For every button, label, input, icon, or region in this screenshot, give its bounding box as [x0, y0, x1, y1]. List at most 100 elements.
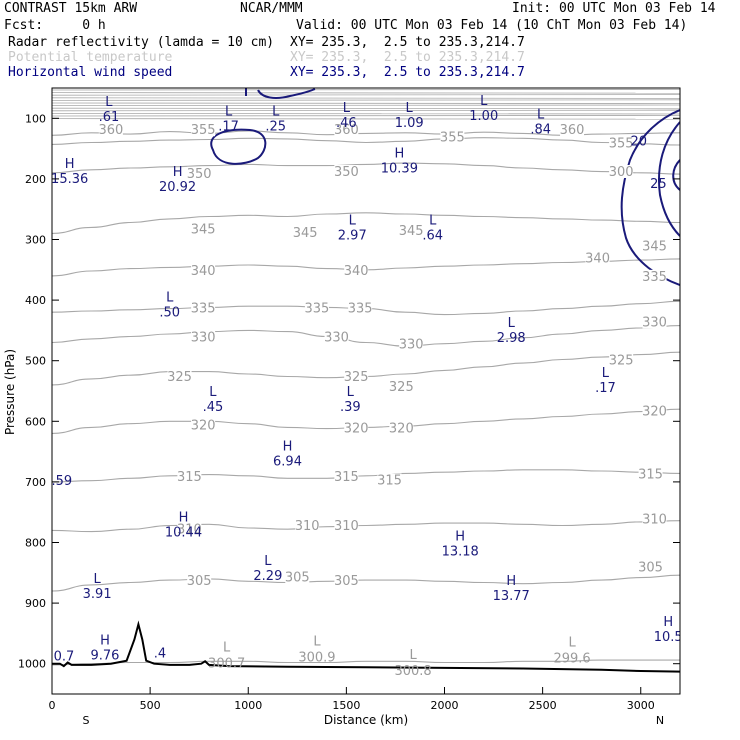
y-tick-label: 600: [25, 415, 46, 428]
theta-label-bg: [334, 574, 359, 588]
x-tick-label: 500: [140, 699, 161, 712]
y-tick-label: 500: [25, 355, 46, 368]
theta-label-bg: [295, 518, 320, 532]
theta-label-bg: [560, 123, 585, 137]
theta-contour-label: 345: [399, 224, 424, 239]
theta-upper-isentrope: [52, 94, 680, 96]
theta-label-bg: [642, 315, 667, 329]
wind-extremum-marker: H: [663, 615, 673, 630]
wind-extremum-value: .17: [218, 119, 239, 134]
wind-extremum-value: 1.00: [469, 109, 498, 124]
theta-label-bg: [389, 421, 414, 435]
theta-label-bg: [344, 263, 369, 277]
x-tick-label: 1500: [332, 699, 360, 712]
theta-contour-315: [52, 469, 680, 483]
edge-value-label: .59: [51, 474, 72, 489]
theta-label-bg: [585, 251, 610, 265]
wind-contour-closed: [210, 128, 267, 165]
theta-extremum-marker: L: [409, 648, 417, 663]
forecast-hour: Fcst: 0 h: [4, 18, 106, 33]
wind-contour-20: [620, 109, 680, 286]
wind-extremum-value: 6.94: [273, 454, 302, 469]
x-axis-title: Distance (km): [324, 713, 408, 727]
theta-label-bg: [191, 330, 216, 344]
theta-contour-label: 320: [642, 404, 667, 419]
theta-contour-label: 320: [191, 418, 216, 433]
wind-extremum-marker: L: [209, 385, 217, 400]
wind-extremum-value: 20.92: [159, 180, 196, 195]
wind-extremum-marker: L: [406, 101, 414, 116]
plot-frame: [51, 87, 681, 695]
valid-time: Valid: 00 UTC Mon 03 Feb 14 (10 ChT Mon …: [296, 18, 688, 33]
field-wind-xy: XY= 235.3, 2.5 to 235.3,214.7: [290, 65, 525, 80]
theta-contour-350: [52, 162, 680, 175]
theta-label-bg: [324, 330, 349, 344]
theta-upper-isentrope: [52, 109, 680, 112]
axes: 100 200 300 400 500 600 700 800 900 1000 0 500 1000 1…: [18, 112, 680, 727]
theta-contour-label: 350: [334, 165, 359, 180]
theta-upper-isentrope: [52, 113, 680, 115]
theta-contour-label: 340: [191, 264, 216, 279]
wind-extremum-value: .61: [99, 110, 120, 125]
theta-contour-label: 310: [642, 512, 667, 527]
theta-extremum-value: 299.6: [553, 652, 590, 667]
theta-label-bg: [609, 136, 634, 150]
edge-value-label: 50.7: [45, 650, 74, 665]
theta-label-bg: [334, 165, 359, 179]
wind-extremum-marker: L: [349, 213, 357, 228]
theta-contour-label: 350: [187, 167, 212, 182]
x-tick-label: 2500: [529, 699, 557, 712]
y-tick-label: 800: [25, 537, 46, 550]
init-time: Init: 00 UTC Mon 03 Feb 14: [512, 1, 716, 16]
theta-label-bg: [293, 226, 318, 240]
x-endpoint-south: S: [83, 714, 90, 727]
wind-extremum-value: .45: [203, 400, 224, 415]
wind-extremum-value: 10.44: [165, 525, 202, 540]
theta-extremum-marker: L: [568, 636, 576, 651]
field-wind-name: Horizontal wind speed: [8, 65, 173, 80]
theta-contour-label: 340: [344, 264, 369, 279]
wind-extremum-value: 2.29: [253, 569, 282, 584]
field-theta-xy: XY= 235.3, 2.5 to 235.3,214.7: [290, 50, 525, 65]
wind-extremum-marker: L: [225, 104, 233, 119]
theta-extremum-marker: L: [223, 641, 231, 656]
theta-label-bg: [304, 301, 329, 315]
theta-contour-label: 325: [167, 370, 192, 385]
theta-label-bg: [334, 123, 359, 137]
x-tick-label: 2000: [431, 699, 459, 712]
y-tick-label: 900: [25, 597, 46, 610]
y-axis-title: Pressure (hPa): [3, 349, 17, 435]
wind-extremum-marker: H: [100, 633, 110, 648]
theta-label-bg: [191, 222, 216, 236]
wind-contours: [210, 88, 680, 286]
theta-label-bg: [187, 574, 212, 588]
terrain: [52, 620, 680, 673]
theta-extremum-value: 300.7: [208, 657, 245, 672]
wind-extremum-marker: H: [394, 147, 404, 162]
theta-contour-label: 330: [324, 330, 349, 345]
wind-extremum-marker: L: [166, 290, 174, 305]
theta-contour-label: 360: [334, 123, 359, 138]
y-tick-label: 700: [25, 476, 46, 489]
theta-label-bg: [177, 522, 202, 536]
wind-extremum-marker: L: [480, 94, 488, 109]
wind-extremum-value: .46: [336, 116, 357, 131]
x-tick-label: 3000: [627, 699, 655, 712]
wind-contour-label: 25: [650, 177, 667, 192]
theta-contour-label: 360: [560, 123, 585, 138]
y-tick-label: 1000: [18, 658, 46, 671]
wind-extremum-value: .50: [159, 305, 180, 320]
theta-contour-label: 325: [609, 353, 634, 368]
theta-upper-isentrope: [52, 104, 680, 106]
wind-extremum-value: .39: [340, 400, 361, 415]
wind-contour-top: [257, 88, 316, 99]
wind-extremum-marker: H: [455, 530, 465, 545]
theta-label-bg: [399, 223, 424, 237]
theta-label-bg: [98, 123, 123, 137]
wind-extremum-value: 13.18: [442, 545, 479, 560]
theta-contour-label: 330: [642, 315, 667, 330]
theta-contour-label: 315: [638, 467, 663, 482]
theta-contour-label: 320: [344, 421, 369, 436]
theta-contour-label: 315: [177, 470, 202, 485]
